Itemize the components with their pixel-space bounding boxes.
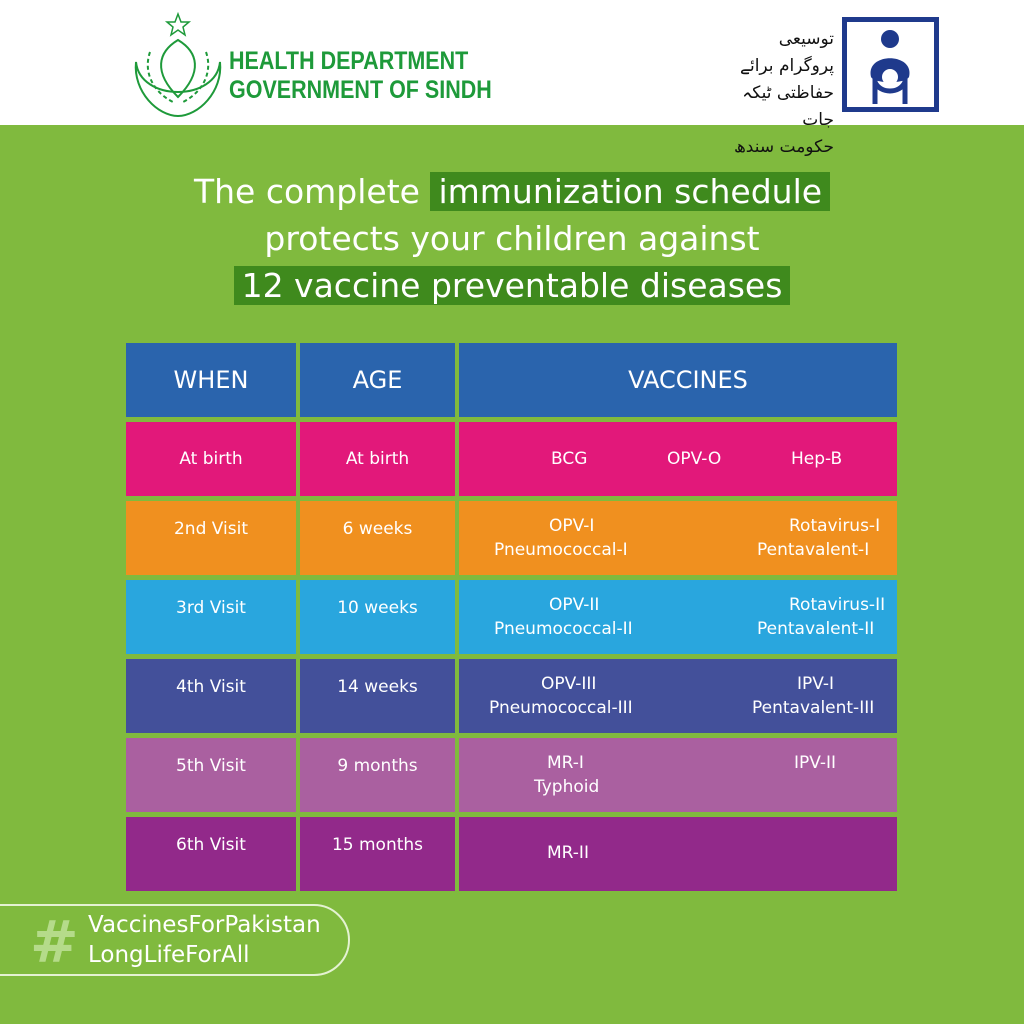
cell-age: 15 months — [300, 817, 455, 891]
header-bar: HEALTH DEPARTMENT GOVERNMENT OF SINDH تو… — [0, 0, 1024, 157]
column-header: AGE — [300, 343, 455, 417]
cell-vaccines: MR-I Typhoid IPV-II — [459, 738, 897, 812]
cell-age: 6 weeks — [300, 501, 455, 575]
urdu-line: حفاظتی ٹیکہ جات — [742, 83, 834, 130]
cell-vaccines: OPV-II Pneumococcal-II Rotavirus-II Pentava… — [459, 580, 897, 654]
headline-text: protects your children against — [264, 219, 760, 258]
vaccine-label: OPV-II — [549, 595, 600, 615]
cell-when: At birth — [126, 422, 296, 496]
cell-age: 14 weeks — [300, 659, 455, 733]
hashtag-pill — [0, 904, 350, 976]
org-name: HEALTH DEPARTMENT GOVERNMENT OF SINDH — [229, 47, 492, 105]
vaccine-label: Pentavalent-III — [752, 698, 875, 718]
hashtag-text: VaccinesForPakistan LongLifeForAll — [88, 910, 321, 970]
headline-highlight: immunization schedule — [430, 172, 831, 211]
vaccine-label: Pneumococcal-III — [489, 698, 633, 718]
mother-child-icon — [870, 30, 910, 104]
hashtag-line: LongLifeForAll — [88, 942, 250, 968]
vaccine-label: Hep-B — [791, 449, 843, 469]
vaccine-label: Typhoid — [534, 777, 600, 797]
cell-vaccines: OPV-III Pneumococcal-III IPV-I Pentavalent-… — [459, 659, 897, 733]
table-row: 4th Visit 14 weeks OPV-III Pneumococcal-III… — [126, 659, 898, 733]
org-line1: HEALTH DEPARTMENT — [229, 47, 469, 75]
vaccine-label: Rotavirus-II — [789, 595, 886, 615]
table-header-row: WHEN AGE VACCINES — [126, 343, 898, 417]
vaccine-label: Pentavalent-II — [757, 619, 875, 639]
urdu-program-title: توسیعی پروگرام برائے حفاظتی ٹیکہ جات حکو… — [722, 26, 834, 161]
immunization-schedule-table: WHEN AGE VACCINES At birth At birth BCG OPV… — [126, 343, 898, 896]
hashtag-icon: # — [30, 908, 79, 976]
hashtag-line: VaccinesForPakistan — [88, 912, 321, 938]
vaccine-label: Pneumococcal-I — [494, 540, 628, 560]
urdu-line: حکومت سندھ — [733, 137, 834, 157]
cell-vaccines: BCG OPV-O Hep-B — [459, 422, 897, 496]
cell-when: 4th Visit — [126, 659, 296, 733]
table-row: 6th Visit 15 months MR-II — [126, 817, 898, 891]
cell-vaccines: OPV-I Pneumococcal-I Rotavirus-I Pentavalen… — [459, 501, 897, 575]
table-row: 5th Visit 9 months MR-I Typhoid IPV-II — [126, 738, 898, 812]
cell-age: 9 months — [300, 738, 455, 812]
cell-vaccines: MR-II — [459, 817, 897, 891]
vaccine-label: Pentavalent-I — [757, 540, 870, 560]
vaccine-label: OPV-O — [667, 449, 722, 469]
org-line2: GOVERNMENT OF SINDH — [229, 76, 492, 104]
cell-when: 6th Visit — [126, 817, 296, 891]
vaccine-label: IPV-II — [794, 753, 837, 773]
column-header: WHEN — [126, 343, 296, 417]
vaccine-label: Pneumococcal-II — [494, 619, 633, 639]
vaccine-label: Rotavirus-I — [789, 516, 881, 536]
epi-logo — [842, 17, 939, 112]
cell-when: 2nd Visit — [126, 501, 296, 575]
urdu-line: توسیعی پروگرام برائے — [740, 29, 834, 76]
headline-text: The complete — [193, 172, 431, 211]
sindh-government-emblem — [134, 12, 222, 118]
vaccine-label: MR-I — [547, 753, 584, 773]
headline-highlight: 12 vaccine preventable diseases — [233, 266, 791, 305]
table-row: At birth At birth BCG OPV-O Hep-B — [126, 422, 898, 496]
vaccine-label: BCG — [551, 449, 588, 469]
column-header: VACCINES — [459, 343, 897, 417]
table-row: 2nd Visit 6 weeks OPV-I Pneumococcal-I Rotav… — [126, 501, 898, 575]
vaccine-label: OPV-III — [541, 674, 597, 694]
headline: The complete immunization schedule prote… — [0, 168, 1024, 309]
table-row: 3rd Visit 10 weeks OPV-II Pneumococcal-II Ro… — [126, 580, 898, 654]
cell-when: 3rd Visit — [126, 580, 296, 654]
cell-age: 10 weeks — [300, 580, 455, 654]
vaccine-label: IPV-I — [797, 674, 835, 694]
cell-when: 5th Visit — [126, 738, 296, 812]
cell-age: At birth — [300, 422, 455, 496]
vaccine-label: MR-II — [547, 843, 589, 863]
vaccine-label: OPV-I — [549, 516, 595, 536]
